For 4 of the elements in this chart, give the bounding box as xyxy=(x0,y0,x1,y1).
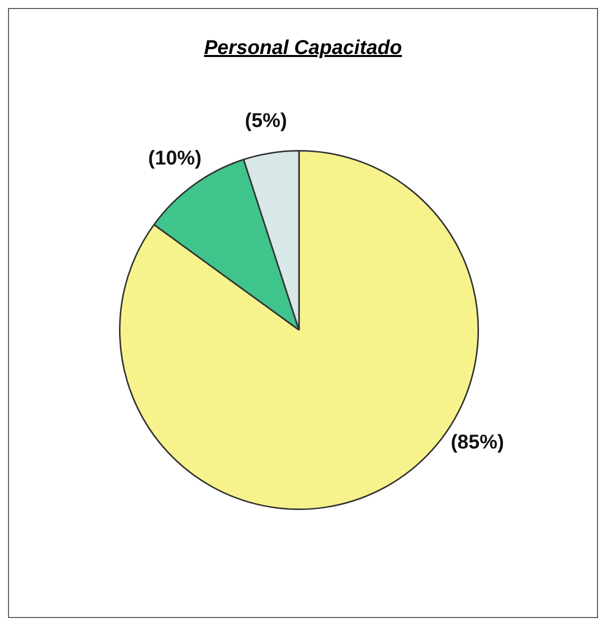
chart-title: Personal Capacitado xyxy=(203,37,403,60)
data-label: (85%) xyxy=(450,432,504,454)
data-label: (10%) xyxy=(148,148,202,170)
data-label: (5%) xyxy=(244,110,288,132)
